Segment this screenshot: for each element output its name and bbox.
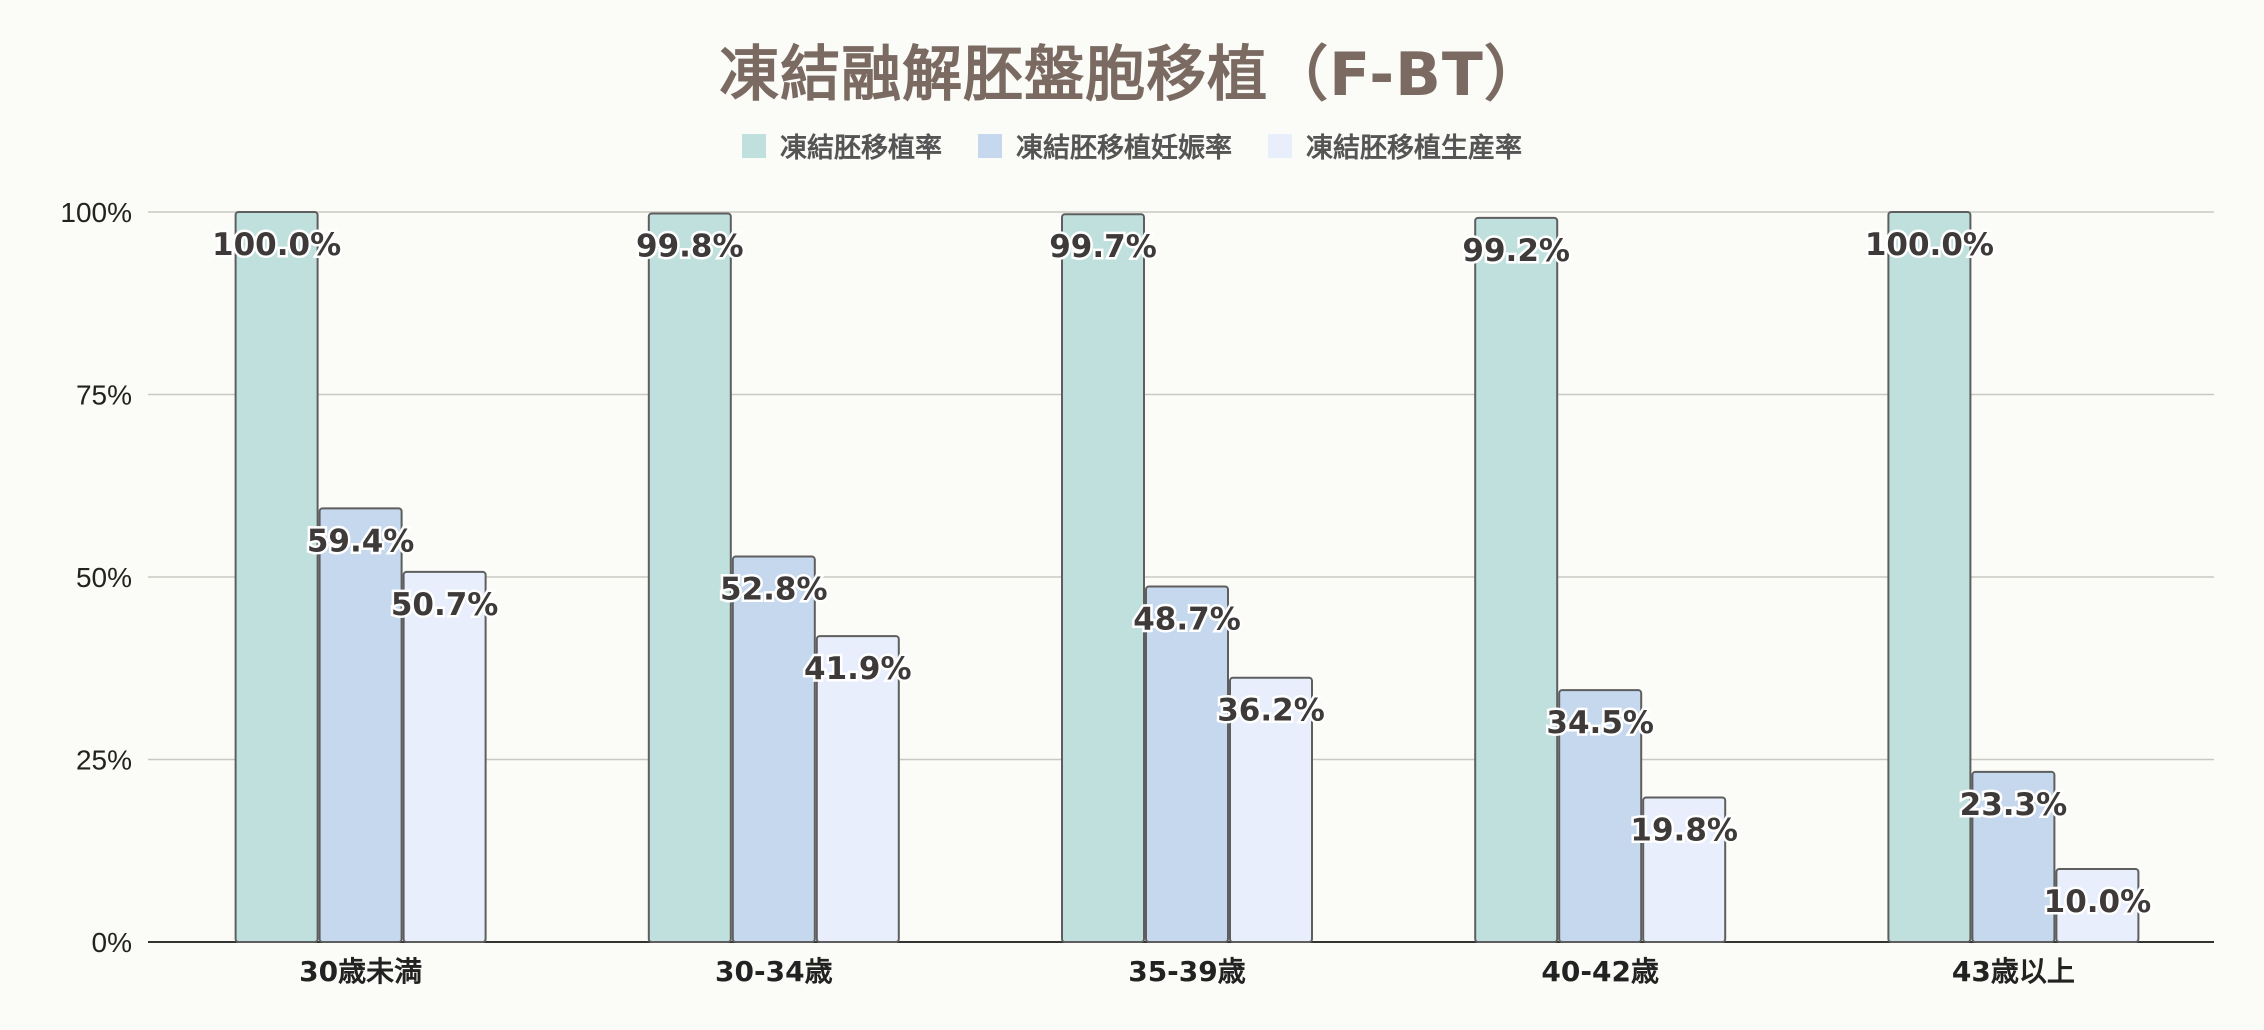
legend-item-transfer-rate[interactable]: 凍結胚移植率	[742, 126, 942, 165]
legend-label: 凍結胚移植率	[780, 133, 942, 164]
legend-swatch	[978, 133, 1002, 158]
data-label: 34.5%	[1546, 705, 1654, 741]
x-tick-label: 35-39歳	[1128, 955, 1246, 988]
legend-item-pregnancy-rate[interactable]: 凍結胚移植妊娠率	[978, 126, 1232, 165]
legend-label: 凍結胚移植妊娠率	[1016, 133, 1232, 164]
data-label: 99.8%	[636, 228, 744, 264]
legend-item-live-birth-rate[interactable]: 凍結胚移植生産率	[1268, 126, 1522, 165]
y-tick-label: 100%	[60, 197, 132, 228]
data-label: 23.3%	[1960, 787, 2068, 823]
bar	[1642, 796, 1727, 944]
bar	[1145, 585, 1229, 943]
data-label: 59.4%	[307, 523, 415, 559]
y-tick-label: 75%	[76, 380, 132, 411]
chart-title: 凍結融解胚盤胞移植（F-BT）	[719, 40, 1545, 110]
bar	[1061, 213, 1145, 943]
data-label: 100.0%	[1865, 227, 1994, 263]
legend-swatch	[742, 133, 766, 158]
data-label: 36.2%	[1217, 693, 1325, 729]
bar	[402, 570, 487, 943]
y-tick-label: 0%	[92, 927, 132, 958]
legend: 凍結胚移植率 凍結胚移植妊娠率 凍結胚移植生産率	[0, 126, 2264, 165]
x-tick-label: 40-42歳	[1541, 955, 1659, 988]
data-label: 50.7%	[391, 587, 499, 623]
y-tick-label: 25%	[76, 745, 132, 776]
bar	[1971, 770, 2056, 943]
bar	[1474, 216, 1559, 943]
x-tick-label: 30-34歳	[715, 955, 833, 988]
legend-label: 凍結胚移植生産率	[1306, 133, 1522, 164]
bar	[318, 507, 403, 943]
data-label: 99.7%	[1049, 229, 1157, 265]
data-label: 99.2%	[1462, 233, 1570, 269]
data-label: 19.8%	[1630, 812, 1738, 848]
bar	[815, 635, 900, 943]
bar	[234, 211, 319, 943]
data-label: 48.7%	[1133, 601, 1241, 637]
data-label: 10.0%	[2044, 884, 2152, 920]
bar	[2055, 868, 2140, 943]
bar	[647, 212, 732, 943]
x-tick-label: 30歳未満	[299, 955, 422, 988]
data-label: 41.9%	[804, 651, 912, 687]
legend-swatch	[1268, 133, 1292, 158]
bar	[1887, 211, 1972, 943]
x-tick-label: 43歳以上	[1952, 955, 2075, 988]
bar	[1229, 676, 1313, 943]
bar	[731, 555, 816, 943]
bar	[1558, 689, 1643, 944]
data-label: 52.8%	[720, 572, 828, 608]
data-label: 100.0%	[212, 227, 341, 263]
y-tick-label: 50%	[76, 562, 132, 593]
